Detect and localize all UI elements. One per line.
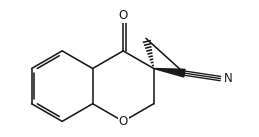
Text: O: O (119, 115, 128, 128)
Text: N: N (224, 72, 232, 85)
Text: O: O (119, 9, 128, 22)
Polygon shape (154, 68, 185, 77)
